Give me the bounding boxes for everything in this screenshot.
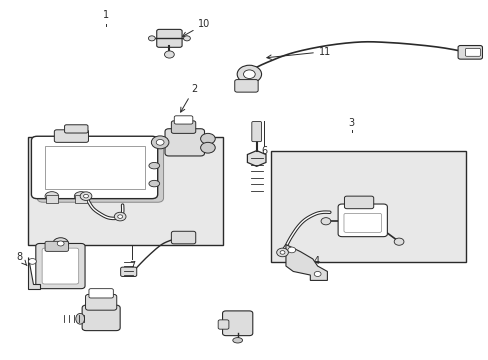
Text: 4: 4 bbox=[306, 256, 319, 266]
Circle shape bbox=[276, 248, 288, 257]
Circle shape bbox=[200, 142, 215, 153]
FancyBboxPatch shape bbox=[344, 196, 373, 209]
Circle shape bbox=[83, 194, 88, 198]
FancyBboxPatch shape bbox=[42, 248, 79, 284]
FancyBboxPatch shape bbox=[157, 30, 182, 47]
Text: 10: 10 bbox=[182, 19, 210, 36]
Polygon shape bbox=[27, 257, 40, 289]
Bar bbox=[271, 151, 466, 262]
Circle shape bbox=[393, 238, 403, 245]
FancyBboxPatch shape bbox=[174, 116, 192, 124]
FancyBboxPatch shape bbox=[218, 320, 228, 329]
FancyBboxPatch shape bbox=[37, 140, 163, 202]
FancyBboxPatch shape bbox=[465, 48, 480, 56]
Circle shape bbox=[114, 212, 126, 221]
Ellipse shape bbox=[232, 338, 242, 343]
Polygon shape bbox=[285, 244, 327, 280]
Circle shape bbox=[151, 136, 168, 149]
Circle shape bbox=[243, 70, 255, 78]
Bar bbox=[27, 137, 222, 244]
FancyBboxPatch shape bbox=[64, 125, 88, 133]
FancyBboxPatch shape bbox=[222, 311, 252, 336]
Text: 5: 5 bbox=[224, 325, 233, 335]
Polygon shape bbox=[247, 150, 265, 166]
Text: 3: 3 bbox=[348, 118, 354, 128]
Circle shape bbox=[237, 65, 261, 83]
FancyBboxPatch shape bbox=[337, 204, 386, 237]
Bar bbox=[45, 195, 58, 203]
Text: 6: 6 bbox=[261, 146, 266, 156]
Text: 8: 8 bbox=[16, 252, 27, 266]
Circle shape bbox=[280, 251, 285, 254]
Ellipse shape bbox=[149, 162, 159, 169]
Circle shape bbox=[57, 241, 64, 246]
Bar bbox=[75, 195, 87, 203]
FancyBboxPatch shape bbox=[121, 267, 137, 276]
Text: 2: 2 bbox=[180, 84, 197, 112]
Text: 1: 1 bbox=[102, 10, 108, 21]
FancyBboxPatch shape bbox=[36, 243, 85, 289]
Circle shape bbox=[200, 134, 215, 144]
FancyBboxPatch shape bbox=[171, 231, 195, 244]
Ellipse shape bbox=[76, 314, 84, 324]
Ellipse shape bbox=[45, 192, 59, 201]
Circle shape bbox=[164, 51, 174, 58]
FancyBboxPatch shape bbox=[85, 294, 117, 310]
Circle shape bbox=[287, 247, 295, 253]
FancyBboxPatch shape bbox=[251, 122, 261, 141]
FancyBboxPatch shape bbox=[54, 130, 88, 142]
FancyBboxPatch shape bbox=[82, 305, 120, 330]
FancyBboxPatch shape bbox=[457, 45, 482, 59]
Circle shape bbox=[321, 218, 330, 225]
FancyBboxPatch shape bbox=[31, 136, 158, 199]
FancyBboxPatch shape bbox=[45, 241, 68, 251]
Circle shape bbox=[80, 192, 92, 201]
Circle shape bbox=[314, 271, 321, 276]
FancyBboxPatch shape bbox=[171, 121, 195, 134]
Circle shape bbox=[53, 238, 68, 249]
Ellipse shape bbox=[149, 180, 159, 187]
FancyBboxPatch shape bbox=[89, 289, 113, 298]
Circle shape bbox=[118, 215, 122, 219]
Text: 7: 7 bbox=[129, 261, 135, 271]
Text: 11: 11 bbox=[266, 46, 330, 59]
Ellipse shape bbox=[74, 192, 88, 201]
FancyBboxPatch shape bbox=[234, 80, 258, 92]
Circle shape bbox=[28, 258, 36, 264]
Text: 9: 9 bbox=[87, 318, 96, 328]
FancyBboxPatch shape bbox=[164, 129, 204, 156]
Circle shape bbox=[183, 36, 190, 41]
Bar bbox=[44, 146, 144, 189]
Circle shape bbox=[156, 139, 163, 145]
Circle shape bbox=[148, 36, 155, 41]
